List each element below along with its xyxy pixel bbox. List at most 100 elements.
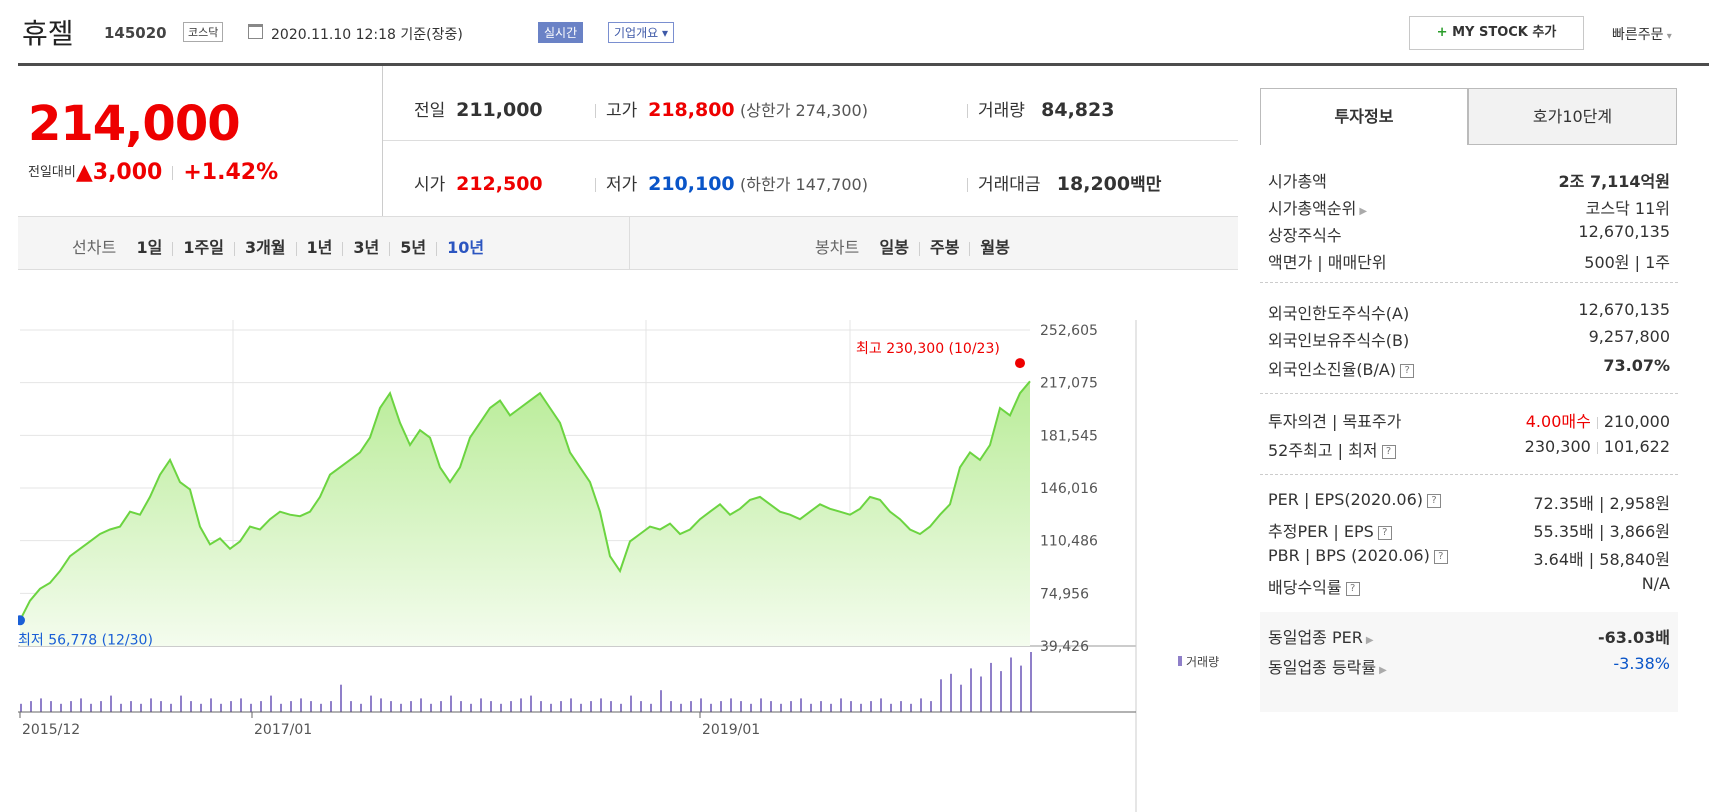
tab-investment-info[interactable]: 투자정보	[1260, 88, 1468, 145]
volume-bar	[190, 701, 192, 712]
tab-1d[interactable]: 1일	[136, 238, 163, 257]
volume-bar	[980, 676, 982, 712]
volume-bar	[140, 703, 142, 712]
volume-bar	[290, 701, 292, 712]
y-tick-label: 39,426	[1040, 639, 1089, 655]
help-icon[interactable]: ?	[1433, 549, 1448, 564]
price-chart[interactable]: 252,605 217,075 181,545 146,016 110,486 74,95…	[18, 320, 1240, 812]
side-row-value: 9,257,800	[1588, 327, 1670, 346]
tab-daily[interactable]: 일봉	[879, 238, 909, 257]
side-row-label: 배당수익률?	[1268, 574, 1360, 598]
volume-bar	[450, 695, 452, 712]
change-amount: 3,000	[92, 160, 163, 185]
tab-3m[interactable]: 3개월	[244, 238, 286, 257]
chevron-down-icon: ▾	[662, 26, 669, 40]
volume-bar	[500, 703, 502, 712]
volume-bar	[1010, 657, 1012, 712]
quick-order-button[interactable]: 빠른주문 ▾	[1612, 24, 1672, 44]
side-info-row: PBR | BPS (2020.06)? 3.64배 | 58,840원	[1268, 546, 1670, 570]
volume-bar	[650, 703, 652, 712]
stock-name: 휴젤	[22, 17, 74, 50]
price-change: 전일대비▲3,000 +1.42%	[28, 160, 278, 185]
tab-1w[interactable]: 1주일	[183, 238, 224, 257]
add-my-stock-button[interactable]: + MY STOCK 추가	[1409, 16, 1584, 50]
volume-bar	[440, 701, 442, 712]
volume-bar	[110, 695, 112, 712]
tab-order-book[interactable]: 호가10단계	[1468, 88, 1677, 145]
tab-10y[interactable]: 10년	[447, 238, 485, 257]
market-badge: 코스닥	[183, 22, 224, 42]
volume-bar	[160, 701, 162, 712]
tab-monthly[interactable]: 월봉	[980, 238, 1010, 257]
volume-bar	[580, 703, 582, 712]
volume-bar	[720, 701, 722, 712]
max-label: 최고 230,300 (10/23)	[856, 341, 1000, 357]
volume-bar	[50, 701, 52, 712]
side-row-label: PER | EPS(2020.06)?	[1268, 490, 1441, 514]
help-icon[interactable]: ?	[1381, 444, 1396, 459]
side-row-value: 코스닥 11위	[1585, 199, 1670, 218]
volume-bar	[570, 698, 572, 712]
tab-weekly[interactable]: 주봉	[929, 238, 960, 257]
volume-bar	[480, 698, 482, 712]
calendar-icon	[248, 24, 263, 39]
volume-legend: 거래량	[1186, 655, 1219, 669]
volume-bar	[40, 698, 42, 712]
help-icon[interactable]: ?	[1345, 581, 1360, 596]
volume-bar	[520, 698, 522, 712]
volume-bar	[740, 701, 742, 712]
volume-bar	[330, 701, 332, 712]
volume-bar	[350, 701, 352, 712]
side-info-row: 투자의견 | 목표주가 4.00매수 210,000	[1268, 408, 1670, 432]
divider	[1260, 282, 1678, 283]
help-icon[interactable]: ?	[1427, 493, 1441, 508]
current-price: 214,000	[28, 96, 241, 152]
candle-chart-label: 봉차트	[815, 238, 860, 257]
y-tick-label: 252,605	[1040, 323, 1098, 339]
side-info-row[interactable]: 동일업종 PER ▶ -63.03배	[1268, 624, 1670, 648]
tab-1y[interactable]: 1년	[306, 238, 333, 257]
stock-code: 145020	[104, 24, 167, 42]
volume-bar	[120, 703, 122, 712]
line-chart-label: 선차트	[72, 238, 117, 257]
volume-bar	[70, 701, 72, 712]
volume-bar	[90, 703, 92, 712]
side-row-value: -63.03배	[1598, 628, 1670, 647]
volume-bar	[100, 701, 102, 712]
volume-bar	[640, 701, 642, 712]
help-icon[interactable]: ?	[1400, 363, 1415, 378]
volume-bar	[380, 698, 382, 712]
side-info-row: 외국인소진율(B/A)? 73.07%	[1268, 356, 1670, 380]
basis-text: 기준(장중)	[400, 27, 463, 43]
volume-bar	[250, 703, 252, 712]
volume-bar	[360, 703, 362, 712]
arrow-right-icon: ▶	[1365, 635, 1374, 646]
sector-box	[1260, 612, 1678, 712]
side-info-row[interactable]: 동일업종 등락률 ▶ -3.38%	[1268, 654, 1670, 678]
volume-bar	[20, 703, 22, 712]
company-overview-dropdown[interactable]: 기업개요 ▾	[608, 22, 675, 43]
tab-3y[interactable]: 3년	[353, 238, 380, 257]
help-icon[interactable]: ?	[1377, 525, 1392, 540]
volume-bar	[460, 701, 462, 712]
volume-bar	[1030, 652, 1032, 712]
plus-icon: +	[1436, 25, 1448, 40]
side-row-label: 상장주식수	[1268, 226, 1342, 245]
volume-bar	[590, 701, 592, 712]
up-arrow-icon: ▲	[75, 160, 93, 185]
volume-bar	[940, 679, 942, 712]
y-tick-label: 74,956	[1040, 586, 1089, 602]
realtime-button[interactable]: 실시간	[538, 22, 584, 43]
volume-bar	[810, 703, 812, 712]
side-info-row[interactable]: 시가총액순위 ▶ 코스닥 11위	[1268, 195, 1670, 219]
side-row-label: 시가총액	[1268, 172, 1327, 191]
quote-divider	[383, 140, 1238, 141]
volume-bar	[930, 701, 932, 712]
volume-bar	[850, 701, 852, 712]
tab-5y[interactable]: 5년	[400, 238, 427, 257]
volume-bar	[920, 698, 922, 712]
volume-bar	[870, 701, 872, 712]
volume-bar	[430, 703, 432, 712]
volume-bar	[550, 703, 552, 712]
change-percent: +1.42%	[183, 160, 279, 185]
